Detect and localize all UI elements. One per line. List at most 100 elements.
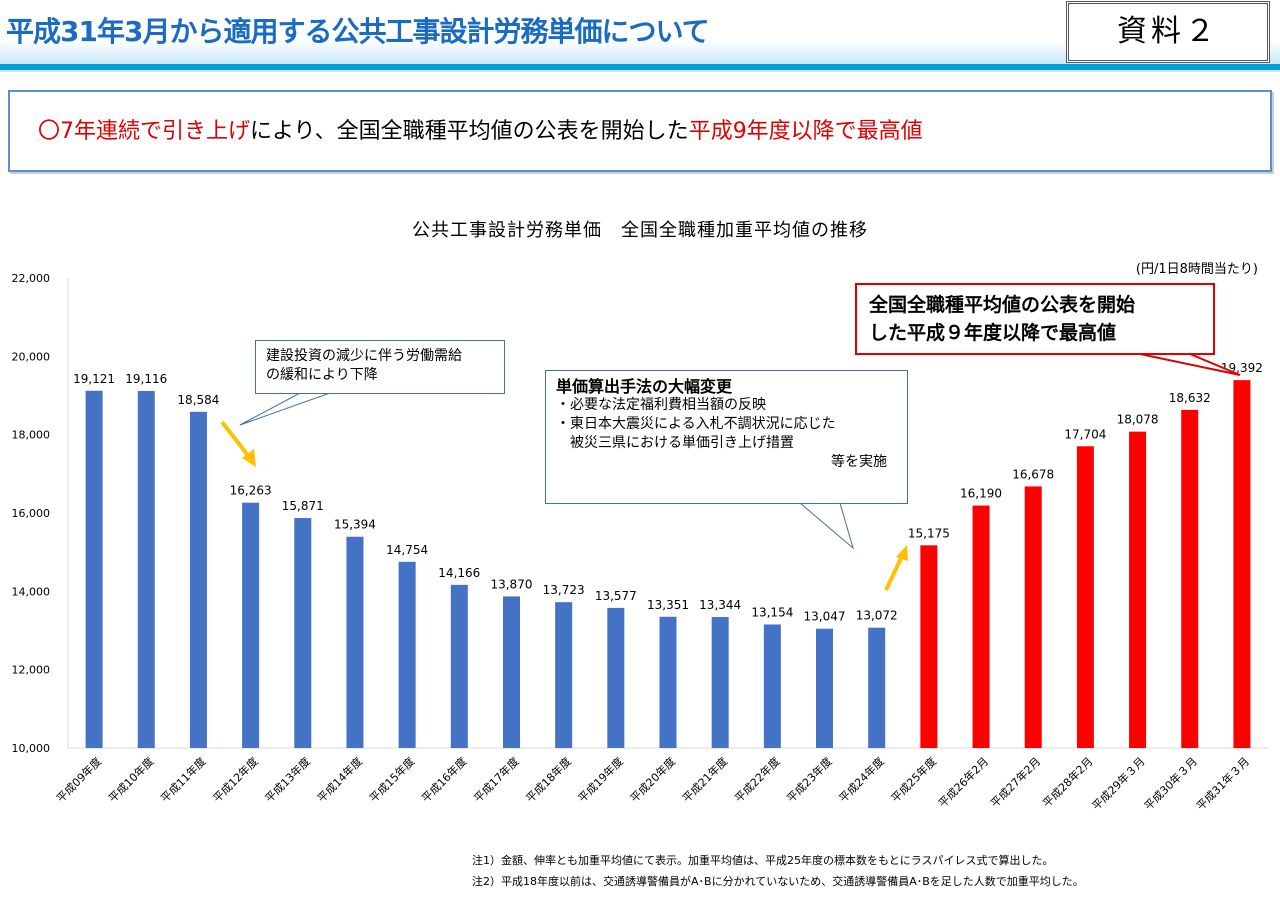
- bar: [137, 390, 155, 748]
- header-rule: [0, 64, 1280, 70]
- x-tick-label: 平成25年度: [888, 754, 939, 805]
- callout-line: 被災三県における単価引き上げ措置: [556, 435, 794, 451]
- data-label: 13,047: [804, 610, 846, 624]
- callout-line: の緩和により下降: [266, 367, 378, 383]
- y-tick-label: 14,000: [12, 585, 51, 598]
- x-tick-label: 平成31年３月: [1193, 754, 1252, 813]
- x-tick-label: 平成17年度: [471, 754, 522, 805]
- data-label: 18,584: [177, 393, 219, 407]
- x-tick-label: 平成09年度: [53, 754, 104, 805]
- x-tick-label: 平成22年度: [732, 754, 783, 805]
- data-label: 19,116: [125, 372, 167, 386]
- data-label: 13,577: [595, 589, 637, 603]
- bar: [659, 616, 677, 748]
- lead-part2: により、全国全職種平均値の公表を開始した: [250, 119, 689, 144]
- lead-part3: 平成9年度以降で最高値: [688, 119, 923, 144]
- data-label: 16,263: [230, 484, 272, 498]
- data-label: 13,870: [490, 577, 532, 591]
- callout-tail: [798, 502, 854, 550]
- x-tick-label: 平成20年度: [627, 754, 678, 805]
- arrow-up-icon: [884, 555, 904, 591]
- arrow-down-icon: [220, 420, 252, 460]
- callout-tail: [239, 392, 331, 426]
- bar: [85, 390, 103, 748]
- bar: [816, 628, 834, 748]
- x-tick-label: 平成23年度: [784, 754, 835, 805]
- x-tick-label: 平成28年2月: [1040, 754, 1096, 810]
- x-tick-label: 平成16年度: [419, 754, 470, 805]
- x-tick-label: 平成27年2月: [987, 754, 1043, 810]
- bar: [711, 617, 729, 748]
- x-tick-label: 平成24年度: [836, 754, 887, 805]
- bar: [1129, 431, 1147, 748]
- data-label: 16,190: [960, 487, 1002, 501]
- bar: [972, 505, 990, 748]
- bar: [502, 596, 520, 748]
- data-label: 15,394: [334, 518, 376, 532]
- x-tick-label: 平成14年度: [314, 754, 365, 805]
- x-tick-label: 平成10年度: [105, 754, 156, 805]
- data-label: 13,351: [647, 598, 689, 612]
- data-label: 18,632: [1169, 391, 1211, 405]
- callout-line: ・東日本大震災による入札不調状況に応じた: [556, 416, 836, 432]
- x-tick-label: 平成13年度: [262, 754, 313, 805]
- x-tick-label: 平成26年2月: [935, 754, 991, 810]
- x-tick-label: 平成11年度: [158, 754, 209, 805]
- callout-line: ・必要な法定福利費相当額の反映: [556, 397, 766, 413]
- bar: [1076, 446, 1094, 748]
- y-tick-label: 22,000: [12, 272, 51, 285]
- chart-unit: (円/1日8時間当たり): [1135, 262, 1258, 277]
- x-tick-label: 平成18年度: [523, 754, 574, 805]
- callout-title: 単価算出手法の大幅変更: [556, 377, 733, 396]
- data-label: 14,754: [386, 543, 428, 557]
- y-tick-label: 20,000: [12, 350, 51, 363]
- callout-decline: 建設投資の減少に伴う労働需給 の緩和により下降: [255, 340, 505, 394]
- bar: [607, 607, 625, 748]
- callout-line: 全国全職種平均値の公表を開始: [869, 294, 1136, 316]
- bar: [242, 502, 260, 748]
- lead-part1: 〇7年連続で引き上げ: [38, 119, 250, 144]
- data-label: 17,704: [1064, 427, 1106, 441]
- bar: [868, 627, 886, 748]
- bar: [450, 584, 468, 748]
- data-label: 18,078: [1117, 413, 1159, 427]
- x-tick-label: 平成12年度: [210, 754, 261, 805]
- bar: [920, 545, 938, 748]
- bar: [398, 561, 416, 748]
- bar: [189, 411, 207, 748]
- bar: [763, 624, 781, 748]
- bar: [1181, 409, 1199, 748]
- bar: [1233, 380, 1251, 748]
- note-1: 注1）金額、伸率とも加重平均値にて表示。加重平均値は、平成25年度の標本数をもと…: [472, 854, 1054, 867]
- bar: [1024, 486, 1042, 748]
- x-tick-label: 平成19年度: [575, 754, 626, 805]
- bar: [346, 536, 364, 748]
- y-tick-label: 16,000: [12, 507, 51, 520]
- arrow-down-icon: [242, 449, 256, 467]
- note-2: 注2）平成18年度以前は、交通誘導警備員がA･Bに分かれていないため、交通誘導警…: [472, 875, 1084, 888]
- callout-method: 単価算出手法の大幅変更 ・必要な法定福利費相当額の反映 ・東日本大震災による入札…: [545, 370, 908, 504]
- callout-highest: 全国全職種平均値の公表を開始 した平成９年度以降で最高値: [855, 283, 1215, 355]
- bar: [294, 518, 312, 748]
- document-label: 資料２: [1066, 1, 1270, 63]
- lead-box: 〇7年連続で引き上げにより、全国全職種平均値の公表を開始した平成9年度以降で最高…: [8, 90, 1272, 172]
- data-label: 16,678: [1012, 467, 1054, 481]
- y-tick-label: 10,000: [12, 742, 51, 755]
- callout-line: した平成９年度以降で最高値: [869, 322, 1117, 344]
- data-label: 19,121: [73, 372, 115, 386]
- data-label: 13,344: [699, 598, 741, 612]
- callout-line: 建設投資の減少に伴う労働需給: [266, 348, 462, 364]
- data-label: 13,072: [856, 609, 898, 623]
- x-tick-label: 平成21年度: [679, 754, 730, 805]
- x-tick-label: 平成29年３月: [1089, 754, 1148, 813]
- data-label: 15,871: [282, 499, 324, 513]
- page-title: 平成31年3月から適用する公共工事設計労務単価について: [6, 15, 710, 48]
- y-tick-label: 12,000: [12, 664, 51, 677]
- data-label: 15,175: [908, 526, 950, 540]
- chart-title: 公共工事設計労務単価 全国全職種加重平均値の推移: [412, 220, 868, 241]
- bar: [555, 602, 573, 748]
- x-tick-label: 平成30年３月: [1141, 754, 1200, 813]
- y-tick-label: 18,000: [12, 429, 51, 442]
- x-tick-label: 平成15年度: [366, 754, 417, 805]
